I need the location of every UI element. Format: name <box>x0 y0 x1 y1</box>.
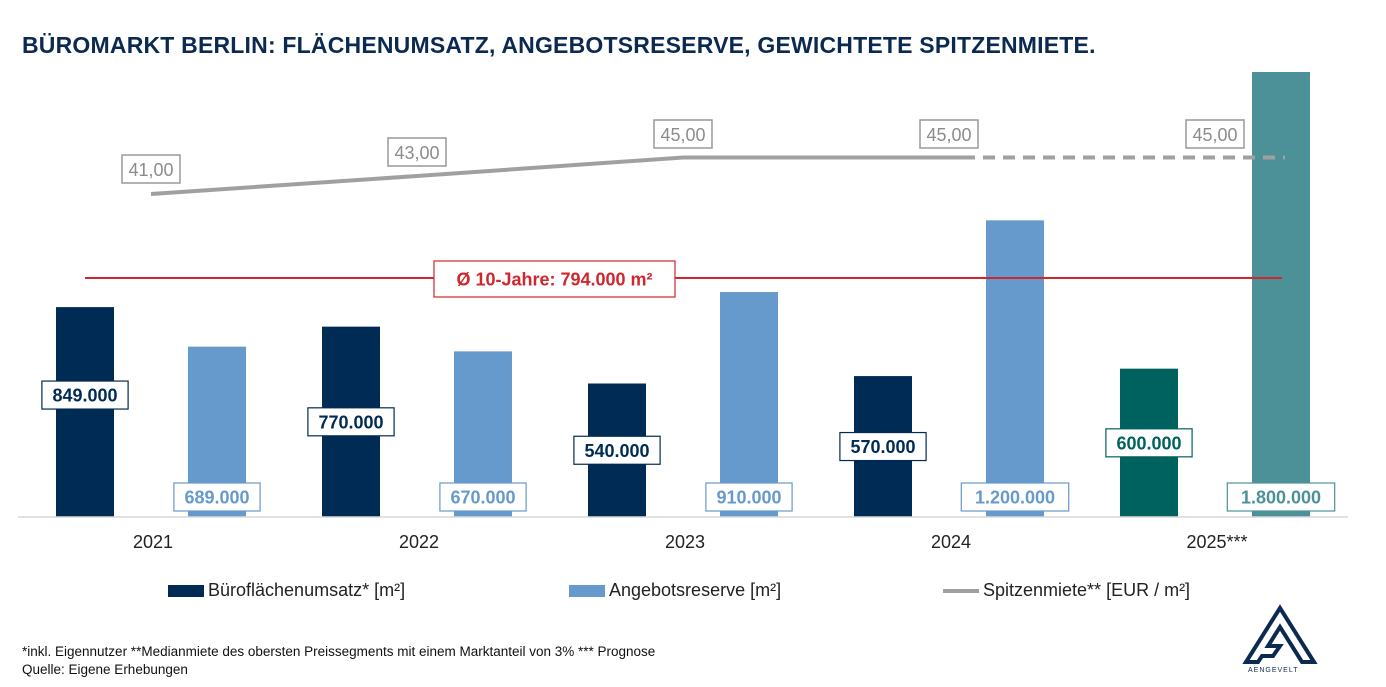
footnote: *inkl. Eigennutzer **Medianmiete des obe… <box>22 643 655 679</box>
data-label-umsatz: 570.000 <box>850 437 915 457</box>
rent-label: 43,00 <box>394 143 439 163</box>
data-labels-group: 849.000 689.000 770.000 670.000 540.000 910.0… <box>41 119 1336 512</box>
data-label-angebot: 1.200.000 <box>975 488 1055 508</box>
data-label-box-umsatz <box>1105 428 1193 458</box>
bar-angebot <box>720 292 778 517</box>
legend-swatch-miete <box>943 589 979 594</box>
reference-line-group: Ø 10-Jahre: 794.000 m² <box>85 260 1282 298</box>
data-label-box-angebot <box>960 482 1070 512</box>
x-tick-label: 2021 <box>133 532 173 552</box>
data-label-angebot: 689.000 <box>184 488 249 508</box>
footnote-source: Quelle: Eigene Erhebungen <box>22 662 188 677</box>
rent-line-group <box>150 155 1285 196</box>
rent-line-solid <box>150 155 963 196</box>
data-label-umsatz: 770.000 <box>318 412 383 432</box>
aengevelt-logo-icon <box>1242 604 1318 664</box>
data-label-box-umsatz <box>41 380 129 410</box>
data-label-box-angebot <box>173 482 261 512</box>
bar-umsatz <box>56 307 114 517</box>
data-label-angebot: 670.000 <box>450 488 515 508</box>
data-label-box-umsatz <box>307 407 395 437</box>
rent-label: 41,00 <box>128 160 173 180</box>
data-label-box-umsatz <box>573 435 661 465</box>
chart-area: 2021 2022 2023 2024 2025*** Ø 10-Jahre: 794.… <box>18 72 1348 552</box>
rent-label-box <box>1185 119 1245 149</box>
rent-label: 45,00 <box>1192 125 1237 145</box>
x-tick-label: 2025*** <box>1186 532 1247 552</box>
data-label-box-angebot <box>1226 482 1336 512</box>
bar-angebot <box>1252 72 1310 517</box>
legend-swatch-umsatz <box>168 585 204 598</box>
data-label-box-angebot <box>439 482 527 512</box>
legend-label-angebot: Angebotsreserve [m²] <box>609 580 782 600</box>
rent-label-box <box>653 119 713 149</box>
reference-label: Ø 10-Jahre: 794.000 m² <box>456 270 652 290</box>
x-tick-label: 2022 <box>399 532 439 552</box>
data-label-angebot: 910.000 <box>716 488 781 508</box>
x-tick-label: 2023 <box>665 532 705 552</box>
data-label-box-angebot <box>705 482 793 512</box>
data-label-box-umsatz <box>839 431 927 462</box>
rent-label-box <box>121 154 181 184</box>
data-label-angebot: 1.800.000 <box>1241 488 1321 508</box>
reference-label-box <box>433 260 676 298</box>
rent-label-box <box>387 137 447 167</box>
rent-label: 45,00 <box>660 125 705 145</box>
bar-angebot <box>986 220 1044 518</box>
x-axis: 2021 2022 2023 2024 2025*** <box>18 516 1348 552</box>
logo-wordmark: AENGEVELT <box>1248 667 1299 674</box>
legend-item-miete: Spitzenmiete** [EUR / m²] <box>943 580 1190 601</box>
data-label-umsatz: 849.000 <box>52 386 117 406</box>
legend-label-miete: Spitzenmiete** [EUR / m²] <box>983 580 1191 600</box>
legend-item-umsatz: Büroflächenumsatz* [m²] <box>168 580 405 601</box>
footnote-line-1: *inkl. Eigennutzer **Medianmiete des obe… <box>22 644 656 659</box>
rent-label: 45,00 <box>926 125 971 145</box>
chart-title: BÜROMARKT BERLIN: FLÄCHENUMSATZ, ANGEBOT… <box>22 32 1096 58</box>
legend-swatch-angebot <box>569 585 605 598</box>
legend-label-umsatz: Büroflächenumsatz* [m²] <box>208 580 406 600</box>
data-label-umsatz: 540.000 <box>584 441 649 461</box>
x-tick-label: 2024 <box>931 532 971 552</box>
rent-label-box <box>919 119 979 149</box>
legend-item-angebot: Angebotsreserve [m²] <box>569 580 781 601</box>
data-label-umsatz: 600.000 <box>1116 433 1181 453</box>
